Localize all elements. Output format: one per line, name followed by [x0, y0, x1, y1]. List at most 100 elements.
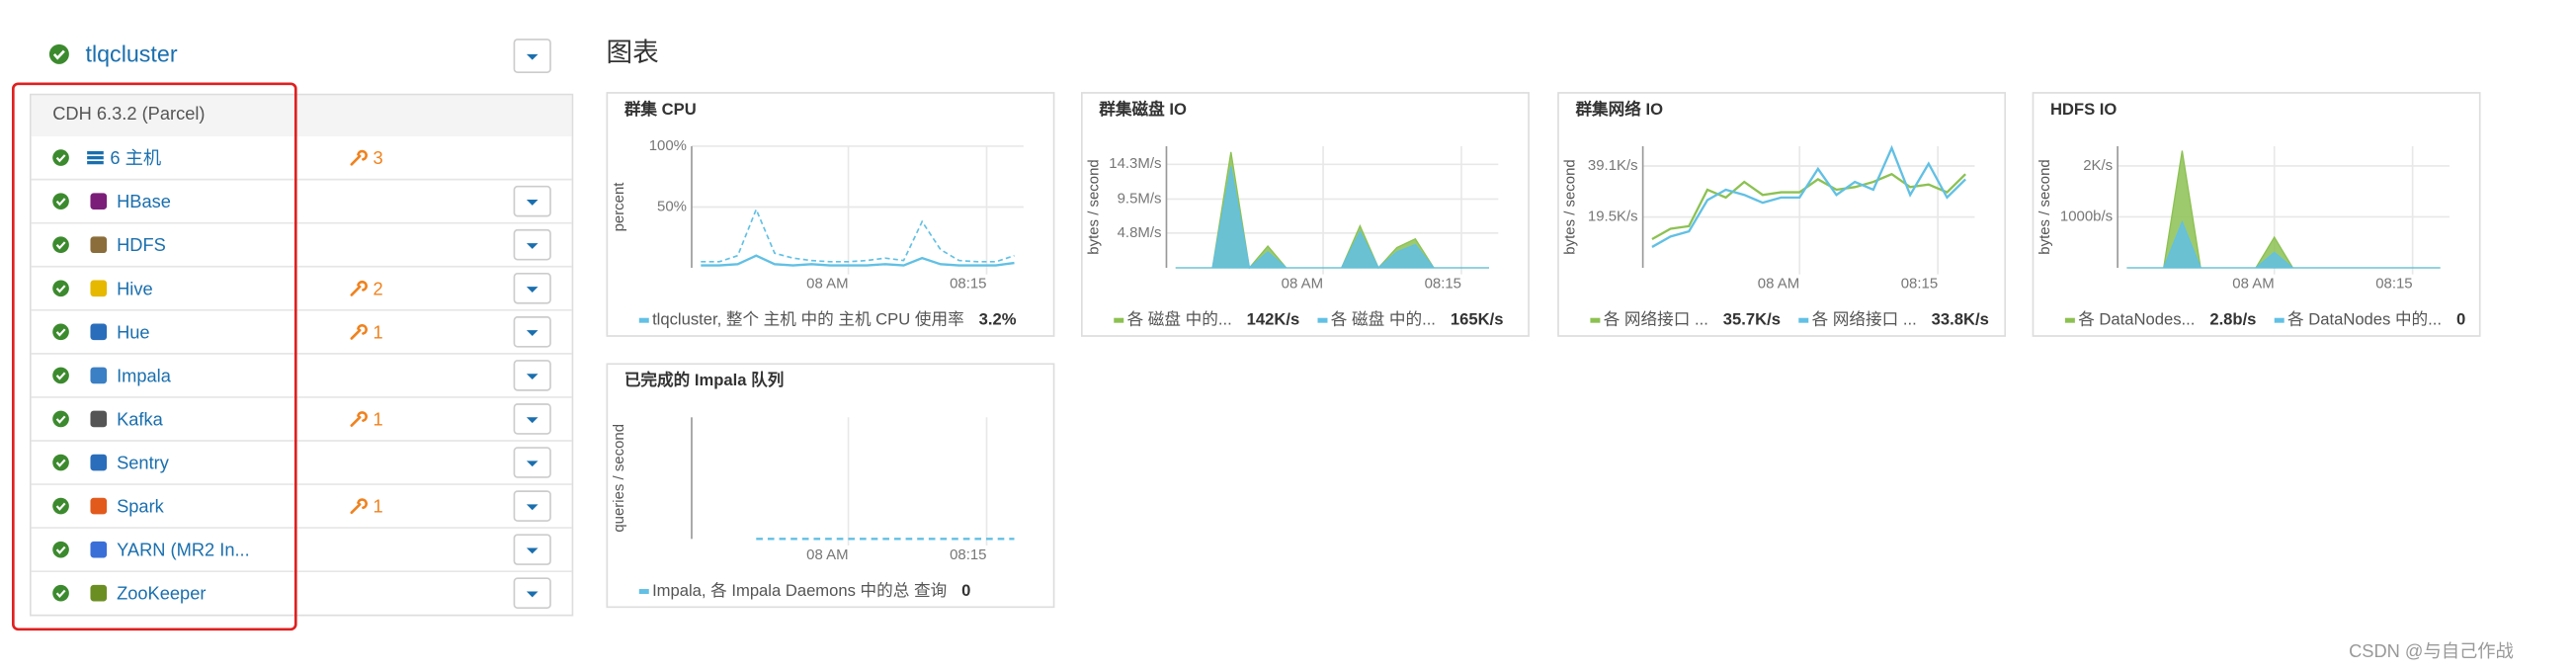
chart-title: 群集磁盘 IO [1099, 99, 1187, 119]
host-icon [87, 160, 104, 165]
cluster-name[interactable]: tlqcluster [85, 42, 177, 67]
chart-card [606, 363, 1055, 609]
legend-value: 0 [2456, 310, 2465, 329]
service-icon [90, 410, 108, 428]
check [55, 415, 66, 424]
line [701, 254, 1015, 267]
x-tick-label: 08 AM [806, 276, 848, 293]
legend-swatch [2064, 317, 2075, 323]
status-ok [52, 193, 69, 210]
legend-swatch [1798, 317, 1809, 323]
chart-card [606, 92, 1055, 337]
service-name[interactable]: Spark [117, 496, 165, 517]
check [55, 328, 66, 337]
wrench-icon [350, 324, 368, 340]
service-name[interactable]: 6 主机 [110, 147, 161, 168]
service-name[interactable]: HBase [117, 191, 171, 211]
service-icon [90, 367, 108, 384]
x-tick-label: 08:15 [1425, 276, 1461, 293]
service-icon [90, 193, 108, 210]
status-ok [52, 236, 69, 254]
service-icon [90, 497, 108, 515]
y-tick-label: 14.3M/s [1109, 155, 1161, 172]
legend-value: 35.7K/s [1723, 310, 1781, 329]
service-name[interactable]: Kafka [117, 408, 164, 429]
legend-swatch [1114, 317, 1124, 323]
area [2126, 219, 2441, 269]
status-ok [52, 497, 69, 515]
chart-title: 已完成的 Impala 队列 [624, 370, 785, 389]
caret [526, 547, 539, 554]
check [55, 589, 66, 598]
service-name[interactable]: Hive [117, 278, 153, 298]
x-tick-label: 08 AM [2232, 276, 2274, 293]
x-tick-label: 08:15 [950, 276, 986, 293]
status-ok [52, 280, 69, 297]
caret [526, 243, 539, 249]
status-ok [52, 584, 69, 602]
wrench-icon [350, 411, 368, 427]
highlight-box [12, 82, 297, 631]
legend-value: 165K/s [1451, 310, 1504, 329]
y-axis-label: bytes / second [1085, 159, 1102, 254]
y-tick-label: 9.5M/s [1118, 190, 1162, 207]
legend-name: 各 磁盘 中的... [1127, 310, 1232, 329]
legend-swatch [1317, 317, 1328, 323]
chart-title: 群集 CPU [624, 99, 697, 119]
service-rows: 6 主机 3 HBase HDFS Hive 2 Hue 1 Impala Kafka 1 Sentr… [31, 147, 572, 609]
caret [526, 287, 539, 293]
service-name[interactable]: ZooKeeper [117, 583, 206, 604]
status-ok [48, 43, 69, 64]
legend-value: 3.2% [979, 310, 1017, 329]
y-tick-label: 19.5K/s [1588, 209, 1638, 225]
service-name[interactable]: Hue [117, 321, 150, 342]
legend-name: 各 网络接口 ... [1604, 310, 1708, 329]
legend-name: 各 磁盘 中的... [1331, 310, 1436, 329]
alert-count[interactable]: 1 [373, 321, 382, 342]
y-axis-label: queries / second [611, 424, 627, 533]
charts-heading: 图表 [607, 38, 659, 67]
line [1651, 144, 1966, 248]
alert-count[interactable]: 3 [373, 147, 382, 168]
status-ok [52, 323, 69, 341]
status-ok [52, 367, 69, 384]
caret [526, 591, 539, 598]
y-tick-label: 39.1K/s [1588, 157, 1638, 174]
alert-count[interactable]: 1 [373, 408, 382, 429]
status-ok [52, 149, 69, 166]
y-tick-label: 100% [649, 137, 687, 154]
alert-count[interactable]: 2 [373, 278, 382, 298]
service-name[interactable]: YARN (MR2 In... [117, 540, 250, 560]
check [55, 241, 66, 250]
service-name[interactable]: Sentry [117, 453, 170, 473]
legend-value: 2.8b/s [2209, 310, 2256, 329]
service-icon [90, 584, 108, 602]
wrench-icon [350, 498, 368, 515]
legend-swatch [1590, 317, 1601, 323]
status-ok [52, 454, 69, 471]
chart-card [1081, 92, 1530, 337]
legend-name: Impala, 各 Impala Daemons 中的总 查询 [652, 581, 947, 600]
service-name[interactable]: HDFS [117, 234, 166, 255]
legend-name: 各 DataNodes 中的... [2287, 310, 2442, 329]
chart-card [2032, 92, 2481, 337]
check [55, 459, 66, 467]
area [1175, 166, 1489, 270]
status-ok [52, 410, 69, 428]
chart-card [1557, 92, 2007, 337]
legend-swatch [2274, 317, 2285, 323]
service-icon [90, 454, 108, 471]
x-tick-label: 08 AM [1282, 276, 1323, 293]
x-tick-label: 08:15 [2375, 276, 2412, 293]
chart-title: 群集网络 IO [1575, 99, 1663, 119]
legend-value: 0 [961, 581, 970, 600]
wrench-icon [350, 280, 368, 296]
alert-count[interactable]: 1 [373, 496, 382, 517]
y-tick-label: 2K/s [2083, 157, 2113, 174]
check [55, 154, 66, 163]
caret [526, 200, 539, 206]
service-name[interactable]: Impala [117, 365, 172, 385]
check [55, 502, 66, 511]
